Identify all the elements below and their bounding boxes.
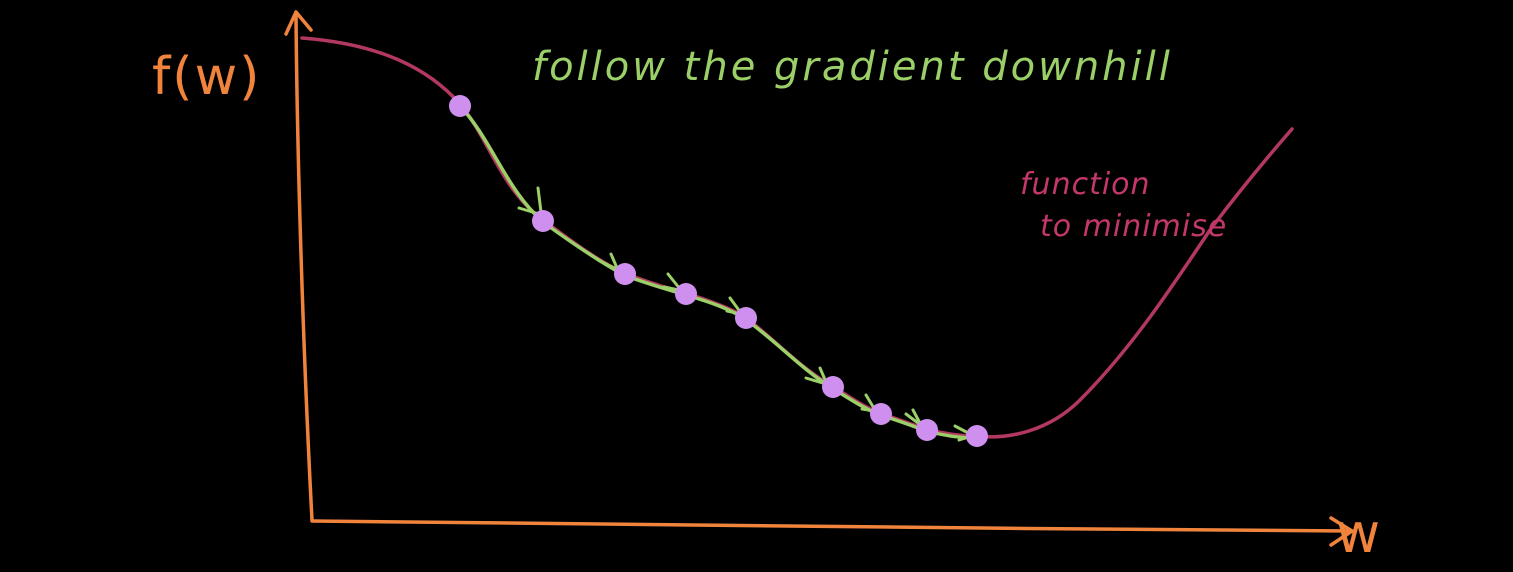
- step-point-7: [870, 403, 892, 425]
- step-point-5: [735, 307, 757, 329]
- step-point-8: [916, 419, 938, 441]
- y-axis-label: f(w): [152, 47, 261, 107]
- arrowhead-2: [596, 252, 620, 272]
- x-axis: [310, 519, 1354, 533]
- y-axis: [294, 12, 314, 522]
- step-point-9: [966, 425, 988, 447]
- title: follow the gradient downhill: [532, 44, 1173, 90]
- descent-points: [449, 95, 988, 447]
- annotation-line-2: to minimise: [1040, 209, 1227, 244]
- step-point-3: [614, 263, 636, 285]
- x-axis-arrowhead: [1329, 516, 1354, 547]
- annotation-line-1: function: [1020, 167, 1151, 202]
- step-point-4: [675, 283, 697, 305]
- step-point-1: [449, 95, 471, 117]
- axes: [284, 10, 1354, 547]
- step-point-6: [822, 376, 844, 398]
- descent-path: [458, 104, 978, 440]
- x-axis-label: w: [1336, 502, 1380, 565]
- step-point-2: [532, 210, 554, 232]
- y-axis-arrowhead: [284, 10, 313, 36]
